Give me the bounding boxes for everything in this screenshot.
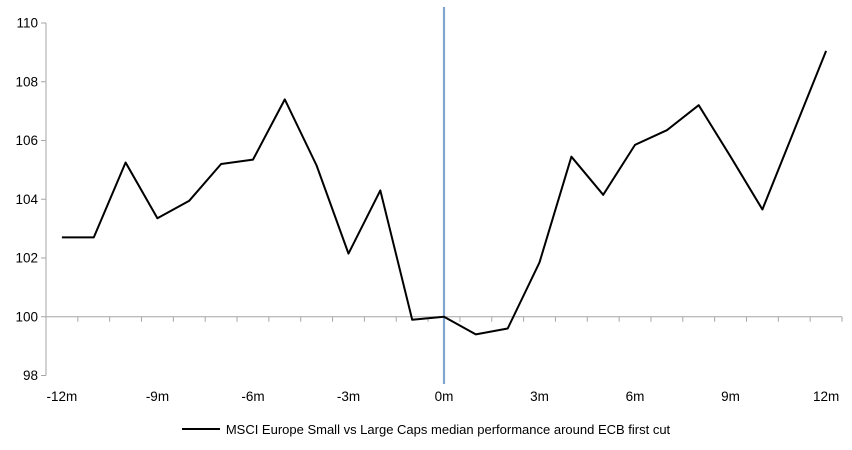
x-tick-label: -6m bbox=[241, 389, 264, 404]
legend-line-marker bbox=[181, 428, 220, 430]
x-tick-label: -12m bbox=[47, 389, 78, 404]
y-tick-label: 110 bbox=[16, 16, 38, 31]
x-tick-label: 12m bbox=[813, 389, 839, 404]
series-line-msci bbox=[61, 50, 828, 336]
y-tick-label: 100 bbox=[15, 309, 38, 324]
y-tick-label: 104 bbox=[15, 192, 38, 207]
legend-label: MSCI Europe Small vs Large Caps median p… bbox=[225, 421, 671, 437]
x-tick-label: 3m bbox=[530, 389, 549, 404]
y-tick-label: 106 bbox=[15, 133, 38, 148]
y-tick-label: 108 bbox=[15, 74, 38, 89]
x-tick-label: 9m bbox=[721, 389, 740, 404]
legend: MSCI Europe Small vs Large Caps median p… bbox=[0, 420, 852, 438]
y-tick-label: 102 bbox=[15, 251, 38, 266]
x-tick-label: -3m bbox=[337, 389, 360, 404]
x-tick-label: 0m bbox=[435, 389, 454, 404]
x-tick-label: -9m bbox=[146, 389, 169, 404]
y-tick-label: 98 bbox=[23, 368, 38, 383]
x-tick-label: 6m bbox=[626, 389, 645, 404]
